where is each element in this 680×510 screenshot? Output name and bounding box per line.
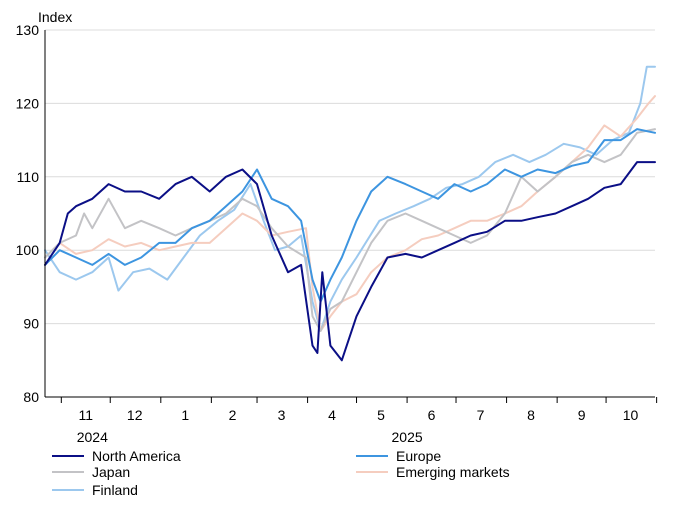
legend-item-north-america: North America [52, 448, 181, 464]
legend-label-europe: Europe [396, 448, 442, 464]
legend-item-finland: Finland [52, 482, 138, 498]
y-tick-label-120: 120 [16, 95, 40, 111]
y-axis-label: Index [38, 9, 72, 25]
legend-label-north-america: North America [92, 448, 181, 464]
x-tick-label-2: 2 [229, 407, 237, 423]
series-line-europe [44, 128, 656, 303]
legend-swatch-finland [52, 489, 84, 491]
x-tick-label-5: 5 [377, 407, 385, 423]
year-label-2025: 2025 [392, 429, 423, 445]
y-tick-label-90: 90 [23, 316, 39, 332]
y-tick-label-100: 100 [16, 242, 40, 258]
legend-label-japan: Japan [92, 464, 131, 480]
x-tick-label-7: 7 [477, 407, 485, 423]
axes [44, 30, 655, 398]
legend-label-finland: Finland [92, 482, 138, 498]
series-line-emerging-markets [44, 95, 656, 332]
x-tick-labels: 11 12 1 2 3 4 5 6 7 8 9 10 [79, 407, 639, 423]
year-labels: 2024 2025 [77, 429, 423, 445]
series-layer [44, 65, 656, 362]
legend-label-emerging-markets: Emerging markets [396, 464, 510, 480]
legend-swatch-japan [52, 471, 84, 473]
legend-swatch-emerging-markets [356, 471, 388, 473]
y-tick-label-130: 130 [16, 22, 40, 38]
legend-swatch-europe [356, 455, 388, 457]
x-tick-label-8: 8 [527, 407, 535, 423]
series-line-north-america [44, 161, 656, 362]
x-tick-label-11: 11 [79, 407, 94, 423]
x-ticks [60, 397, 658, 403]
legend-swatch-north-america [52, 455, 84, 457]
legend-item-europe: Europe [356, 448, 441, 464]
gridlines [45, 29, 655, 325]
legend-item-japan: Japan [52, 464, 130, 480]
x-tick-label-12: 12 [127, 407, 143, 423]
x-tick-label-4: 4 [328, 407, 336, 423]
x-tick-label-10: 10 [623, 407, 639, 423]
year-label-2024: 2024 [77, 429, 108, 445]
y-tick-label-80: 80 [23, 389, 39, 405]
y-tick-label-110: 110 [17, 169, 40, 185]
x-tick-label-6: 6 [428, 407, 436, 423]
x-tick-label-3: 3 [278, 407, 286, 423]
x-tick-label-9: 9 [578, 407, 586, 423]
legend-item-emerging-markets: Emerging markets [356, 464, 510, 480]
series-line-japan [44, 128, 656, 332]
x-tick-label-1: 1 [181, 407, 189, 423]
series-line-finland [44, 65, 656, 332]
y-tick-labels: 80 90 100 110 120 130 [16, 22, 40, 405]
